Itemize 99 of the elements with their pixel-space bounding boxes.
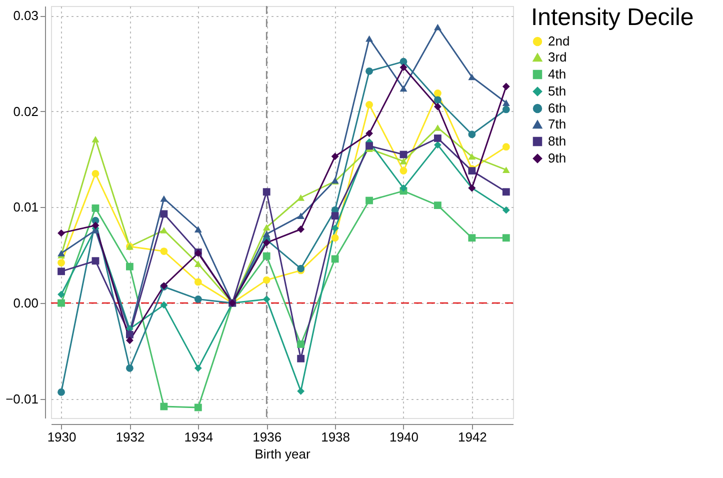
point bbox=[92, 222, 100, 230]
x-tick-label: 1934 bbox=[184, 430, 214, 444]
legend-label: 6th bbox=[548, 100, 566, 116]
point bbox=[366, 100, 373, 108]
point bbox=[92, 136, 100, 142]
y-tick-label: 0.00 bbox=[13, 296, 38, 311]
point bbox=[58, 388, 65, 396]
point bbox=[160, 248, 168, 255]
x-tick-label: 1942 bbox=[458, 430, 487, 444]
point bbox=[331, 224, 339, 232]
point bbox=[366, 67, 373, 75]
point bbox=[502, 166, 510, 174]
point bbox=[434, 24, 442, 30]
point bbox=[92, 204, 100, 212]
point bbox=[502, 82, 510, 90]
point bbox=[400, 58, 408, 66]
point bbox=[262, 238, 270, 246]
legend-label: 2nd bbox=[548, 34, 570, 48]
point bbox=[160, 301, 168, 309]
point bbox=[160, 210, 168, 218]
point bbox=[434, 134, 442, 142]
point bbox=[92, 257, 100, 265]
point bbox=[502, 234, 510, 242]
point bbox=[160, 226, 168, 234]
point bbox=[297, 340, 305, 348]
point bbox=[434, 141, 442, 149]
y-tick-label: 0.03 bbox=[13, 8, 38, 24]
point bbox=[468, 130, 476, 138]
point bbox=[262, 276, 270, 284]
point bbox=[366, 130, 373, 138]
point bbox=[92, 170, 100, 178]
point bbox=[400, 64, 408, 72]
point bbox=[58, 229, 65, 237]
legend-label: 4th bbox=[548, 66, 566, 82]
point bbox=[194, 404, 202, 412]
point bbox=[400, 85, 408, 92]
point bbox=[331, 255, 339, 263]
point bbox=[262, 252, 270, 260]
point bbox=[434, 124, 442, 131]
point bbox=[262, 188, 270, 196]
point bbox=[434, 96, 442, 104]
point bbox=[58, 290, 65, 298]
point bbox=[58, 259, 65, 266]
point bbox=[468, 234, 476, 242]
x-tick-label: 1936 bbox=[252, 430, 282, 444]
point bbox=[400, 158, 408, 164]
point bbox=[126, 330, 134, 338]
point bbox=[194, 260, 202, 267]
point bbox=[126, 364, 134, 372]
point bbox=[331, 152, 339, 160]
point bbox=[366, 35, 373, 42]
point bbox=[468, 153, 476, 160]
point bbox=[194, 226, 202, 232]
point bbox=[194, 364, 202, 372]
point bbox=[400, 167, 408, 174]
point bbox=[194, 295, 202, 303]
legend-label: 7th bbox=[548, 116, 566, 132]
point bbox=[502, 206, 510, 214]
legend-label: 5th bbox=[548, 84, 566, 98]
point bbox=[297, 387, 305, 395]
x-tick-label: 1930 bbox=[47, 430, 76, 444]
point bbox=[262, 224, 270, 231]
point bbox=[434, 89, 442, 97]
point bbox=[502, 106, 510, 114]
point bbox=[502, 188, 510, 196]
point bbox=[331, 212, 339, 220]
point bbox=[194, 278, 202, 286]
legend-label: 8th bbox=[548, 134, 566, 148]
x-axis-title: Birth year bbox=[254, 446, 311, 462]
legend-label: 9th bbox=[548, 150, 566, 166]
x-tick-label: 1940 bbox=[390, 430, 418, 444]
legend-label: 3rd bbox=[548, 50, 567, 64]
point bbox=[468, 74, 476, 80]
point bbox=[434, 102, 442, 110]
y-tick-label: 0.01 bbox=[13, 200, 38, 215]
point bbox=[502, 100, 510, 106]
point bbox=[366, 196, 373, 204]
point bbox=[126, 336, 134, 344]
point bbox=[262, 295, 270, 303]
point bbox=[58, 299, 65, 307]
x-tick-label: 1932 bbox=[116, 430, 145, 444]
point bbox=[262, 230, 270, 238]
point bbox=[434, 202, 442, 209]
y-tick-label: −0.01 bbox=[6, 391, 38, 406]
point bbox=[297, 226, 305, 233]
y-tick-label: 0.02 bbox=[13, 104, 38, 119]
point bbox=[160, 195, 168, 202]
point bbox=[502, 143, 510, 151]
point bbox=[297, 212, 305, 220]
point bbox=[126, 262, 134, 270]
point bbox=[297, 354, 305, 362]
point bbox=[400, 184, 408, 192]
point bbox=[58, 268, 65, 276]
legend-title: Intensity Decile bbox=[531, 4, 694, 31]
point bbox=[160, 402, 168, 410]
point bbox=[366, 142, 373, 150]
point bbox=[331, 234, 339, 242]
point bbox=[297, 194, 305, 201]
x-tick-label: 1938 bbox=[321, 430, 350, 444]
